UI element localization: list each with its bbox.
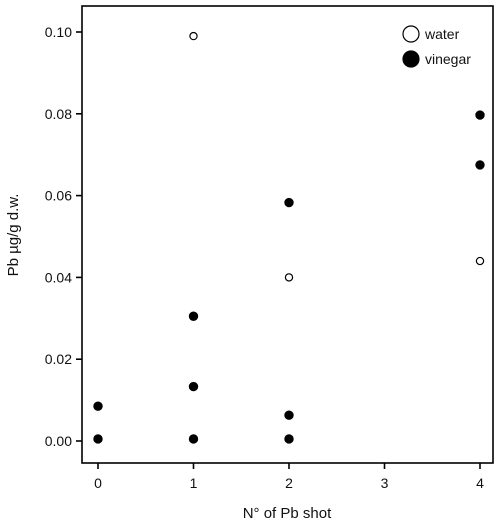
plot-frame bbox=[81, 5, 494, 464]
y-tick-label: 0.06 bbox=[45, 188, 72, 204]
y-tick-label: 0.10 bbox=[45, 24, 72, 40]
y-axis-ticks: 0.00 0.02 0.04 0.06 0.08 0.10 bbox=[45, 24, 82, 449]
y-tick-label: 0.08 bbox=[45, 106, 72, 122]
x-axis-ticks: 0 1 2 3 4 bbox=[94, 463, 484, 491]
legend-marker-water bbox=[402, 25, 420, 43]
x-tick-label: 3 bbox=[381, 475, 389, 491]
x-axis-label: N° of Pb shot bbox=[243, 505, 332, 522]
data-points bbox=[93, 31, 485, 444]
data-point-vinegar bbox=[284, 197, 294, 208]
legend-label-vinegar: vinegar bbox=[425, 51, 471, 67]
legend: water vinegar bbox=[402, 25, 471, 68]
data-point-vinegar bbox=[475, 110, 485, 120]
x-tick-label: 4 bbox=[476, 475, 484, 491]
data-point-water bbox=[475, 256, 485, 266]
data-point-vinegar bbox=[188, 434, 199, 444]
legend-marker-vinegar bbox=[402, 50, 420, 68]
data-point-vinegar bbox=[475, 160, 485, 170]
y-tick-label: 0.04 bbox=[45, 269, 72, 285]
data-point-water bbox=[189, 31, 198, 41]
data-point-vinegar bbox=[188, 381, 199, 392]
y-axis-label: Pb µg/g d.w. bbox=[5, 194, 22, 277]
data-point-water bbox=[284, 273, 294, 282]
data-point-vinegar bbox=[93, 401, 103, 411]
legend-label-water: water bbox=[424, 26, 460, 42]
y-tick-label: 0.00 bbox=[45, 433, 72, 449]
y-tick-label: 0.02 bbox=[45, 351, 72, 367]
data-point-vinegar bbox=[284, 410, 294, 420]
data-point-vinegar bbox=[284, 434, 294, 444]
x-tick-label: 0 bbox=[94, 475, 102, 491]
data-point-vinegar bbox=[188, 311, 199, 321]
data-point-vinegar bbox=[93, 434, 103, 444]
x-tick-label: 1 bbox=[190, 475, 198, 491]
x-tick-label: 2 bbox=[285, 475, 293, 491]
